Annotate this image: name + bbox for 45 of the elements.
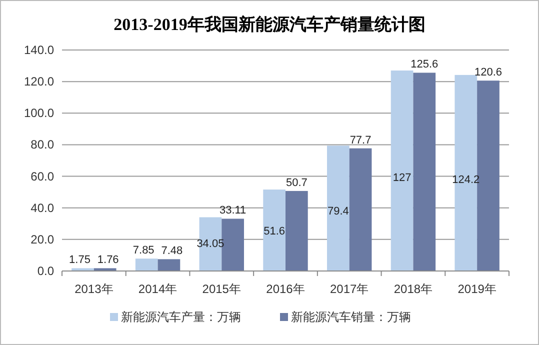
bar xyxy=(413,72,436,271)
y-tick-label: 80.0 xyxy=(30,138,54,152)
bar xyxy=(263,190,286,271)
data-label: 33.11 xyxy=(219,204,246,217)
y-tick-label: 20.0 xyxy=(30,232,54,246)
bar xyxy=(158,259,180,271)
y-tick-label: 120.0 xyxy=(24,74,54,89)
x-tick-label: 2018年 xyxy=(394,282,433,296)
bar xyxy=(390,70,414,271)
data-label: 127 xyxy=(392,172,412,184)
data-label: 1.75 xyxy=(69,254,90,266)
data-label: 7.48 xyxy=(161,245,183,258)
x-tick-label: 2019年 xyxy=(458,282,496,296)
bar xyxy=(135,258,158,271)
bar xyxy=(327,146,350,271)
data-label: 51.6 xyxy=(264,225,286,238)
data-label: 79.4 xyxy=(327,206,349,218)
legend-label: 新能源汽车销量：万辆 xyxy=(291,310,411,324)
bar xyxy=(477,80,500,271)
chart-title: 2013-2019年我国新能源汽车产销量统计图 xyxy=(114,15,426,34)
bar xyxy=(72,268,94,271)
bar xyxy=(454,74,478,271)
data-label: 7.85 xyxy=(132,244,154,257)
x-tick-label: 2016年 xyxy=(266,282,305,296)
data-label: 124.2 xyxy=(452,174,480,186)
x-tick-label: 2017年 xyxy=(330,282,369,296)
x-tick-label: 2014年 xyxy=(138,282,178,296)
x-tick-label: 2015年 xyxy=(202,282,241,296)
x-tick-label: 2013年 xyxy=(74,282,114,296)
bar xyxy=(199,217,222,271)
data-label: 1.76 xyxy=(97,254,119,266)
bar xyxy=(94,268,116,271)
y-tick-label: 40.0 xyxy=(30,200,54,215)
y-tick-label: 60.0 xyxy=(30,169,54,184)
y-tick-label: 140.0 xyxy=(24,43,54,57)
y-tick-label: 100.0 xyxy=(24,106,54,120)
data-label: 77.7 xyxy=(350,134,372,146)
y-tick-label: 0.0 xyxy=(37,264,54,278)
data-label: 125.6 xyxy=(410,58,438,71)
bar xyxy=(286,190,308,271)
legend-label: 新能源汽车产量：万辆 xyxy=(121,310,241,324)
data-label: 50.7 xyxy=(286,176,308,189)
data-label: 34.05 xyxy=(196,238,224,250)
data-label: 120.6 xyxy=(474,66,502,79)
bar xyxy=(349,148,372,271)
